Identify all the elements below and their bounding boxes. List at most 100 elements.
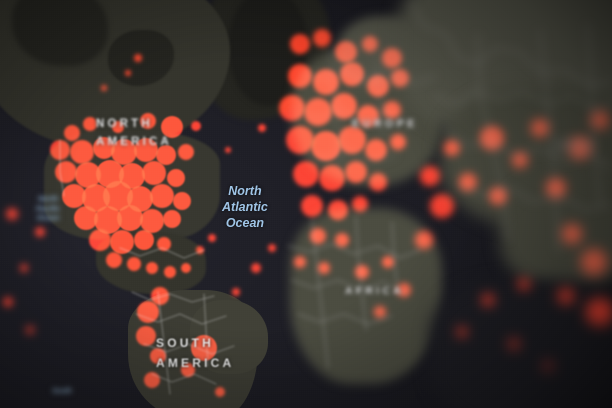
case-marker[interactable] — [64, 125, 80, 141]
case-marker[interactable] — [137, 301, 159, 323]
case-marker[interactable] — [146, 262, 158, 274]
case-marker[interactable] — [459, 173, 477, 191]
case-marker[interactable] — [374, 306, 386, 318]
case-marker[interactable] — [279, 95, 305, 121]
case-marker[interactable] — [420, 166, 440, 186]
case-marker[interactable] — [357, 105, 379, 127]
case-marker[interactable] — [83, 117, 97, 131]
case-marker[interactable] — [117, 205, 143, 231]
case-marker[interactable] — [391, 69, 409, 87]
case-marker[interactable] — [383, 101, 401, 119]
case-marker[interactable] — [157, 237, 171, 251]
case-marker[interactable] — [338, 126, 366, 154]
case-marker[interactable] — [531, 119, 549, 137]
case-marker[interactable] — [512, 152, 528, 168]
case-marker[interactable] — [181, 363, 195, 377]
case-marker[interactable] — [26, 326, 34, 334]
case-marker[interactable] — [112, 121, 124, 133]
case-marker[interactable] — [288, 64, 312, 88]
case-marker[interactable] — [352, 196, 368, 212]
case-marker[interactable] — [134, 138, 158, 162]
case-marker[interactable] — [546, 178, 566, 198]
case-marker[interactable] — [318, 262, 330, 274]
case-marker[interactable] — [101, 85, 107, 91]
case-marker[interactable] — [6, 208, 18, 220]
case-marker[interactable] — [106, 252, 122, 268]
case-marker[interactable] — [482, 294, 494, 306]
case-marker[interactable] — [164, 266, 176, 278]
case-marker[interactable] — [319, 165, 345, 191]
case-marker[interactable] — [286, 126, 314, 154]
case-marker[interactable] — [191, 121, 201, 131]
case-marker[interactable] — [444, 140, 460, 156]
case-marker[interactable] — [367, 75, 389, 97]
case-marker[interactable] — [591, 111, 609, 129]
case-marker[interactable] — [340, 62, 364, 86]
case-marker[interactable] — [70, 140, 94, 164]
case-marker[interactable] — [150, 184, 174, 208]
case-marker[interactable] — [161, 116, 183, 138]
case-marker[interactable] — [290, 34, 310, 54]
case-marker[interactable] — [328, 200, 348, 220]
case-marker[interactable] — [110, 230, 134, 254]
case-marker[interactable] — [215, 387, 225, 397]
case-marker[interactable] — [191, 335, 217, 361]
case-marker[interactable] — [232, 288, 240, 296]
case-marker[interactable] — [268, 244, 276, 252]
case-marker[interactable] — [167, 169, 185, 187]
case-marker[interactable] — [313, 69, 339, 95]
case-marker[interactable] — [293, 161, 319, 187]
case-marker[interactable] — [35, 227, 45, 237]
case-marker[interactable] — [586, 298, 612, 326]
case-marker[interactable] — [335, 41, 357, 63]
case-marker[interactable] — [225, 147, 231, 153]
case-marker[interactable] — [310, 228, 326, 244]
case-marker[interactable] — [489, 187, 507, 205]
case-marker[interactable] — [382, 256, 394, 268]
case-marker[interactable] — [355, 265, 369, 279]
case-marker[interactable] — [480, 126, 504, 150]
case-marker[interactable] — [125, 70, 131, 76]
case-marker[interactable] — [50, 140, 70, 160]
case-marker[interactable] — [301, 195, 323, 217]
case-marker[interactable] — [258, 124, 266, 132]
case-marker[interactable] — [558, 288, 574, 304]
case-marker[interactable] — [134, 230, 154, 250]
case-marker[interactable] — [181, 263, 191, 273]
case-marker[interactable] — [178, 144, 194, 160]
case-marker[interactable] — [304, 98, 332, 126]
case-marker[interactable] — [142, 161, 166, 185]
case-marker[interactable] — [390, 134, 406, 150]
case-marker[interactable] — [294, 256, 306, 268]
case-marker[interactable] — [251, 263, 261, 273]
case-marker[interactable] — [20, 264, 28, 272]
case-marker[interactable] — [173, 192, 191, 210]
case-marker[interactable] — [89, 229, 111, 251]
case-marker[interactable] — [208, 234, 216, 242]
case-marker[interactable] — [331, 93, 357, 119]
case-marker[interactable] — [311, 131, 341, 161]
case-marker[interactable] — [313, 29, 331, 47]
case-marker[interactable] — [3, 297, 13, 307]
case-marker[interactable] — [457, 327, 467, 337]
case-marker[interactable] — [562, 224, 582, 244]
case-marker[interactable] — [518, 278, 530, 290]
case-marker[interactable] — [345, 161, 367, 183]
case-marker[interactable] — [362, 36, 378, 52]
case-marker[interactable] — [163, 210, 181, 228]
case-marker[interactable] — [196, 246, 204, 254]
case-marker[interactable] — [581, 249, 607, 275]
case-marker[interactable] — [382, 48, 402, 68]
case-marker[interactable] — [136, 326, 156, 346]
case-marker[interactable] — [144, 372, 160, 388]
case-marker[interactable] — [397, 283, 411, 297]
case-marker[interactable] — [335, 233, 349, 247]
case-marker[interactable] — [430, 194, 454, 218]
case-marker[interactable] — [415, 231, 433, 249]
case-marker[interactable] — [365, 139, 387, 161]
case-marker[interactable] — [509, 339, 519, 349]
case-marker[interactable] — [134, 54, 142, 62]
case-marker[interactable] — [569, 137, 591, 159]
case-marker[interactable] — [140, 113, 156, 129]
case-marker[interactable] — [150, 348, 166, 364]
